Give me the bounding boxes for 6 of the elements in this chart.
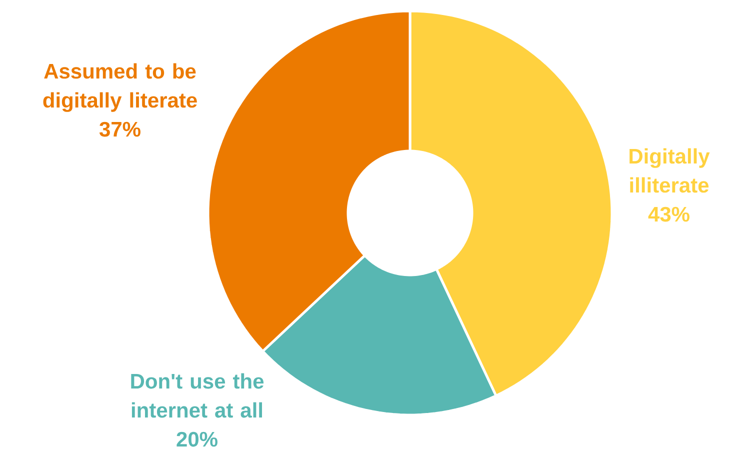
slice-label: Digitally illiterate [630,148,710,193]
data-label: 37% [99,122,140,137]
slice-label: Assumed to be digitally literate [43,63,197,112]
slice-label: Don't use the internet at all [131,373,264,418]
data-label: 20% [176,432,218,447]
data-label: 43% [648,206,690,222]
